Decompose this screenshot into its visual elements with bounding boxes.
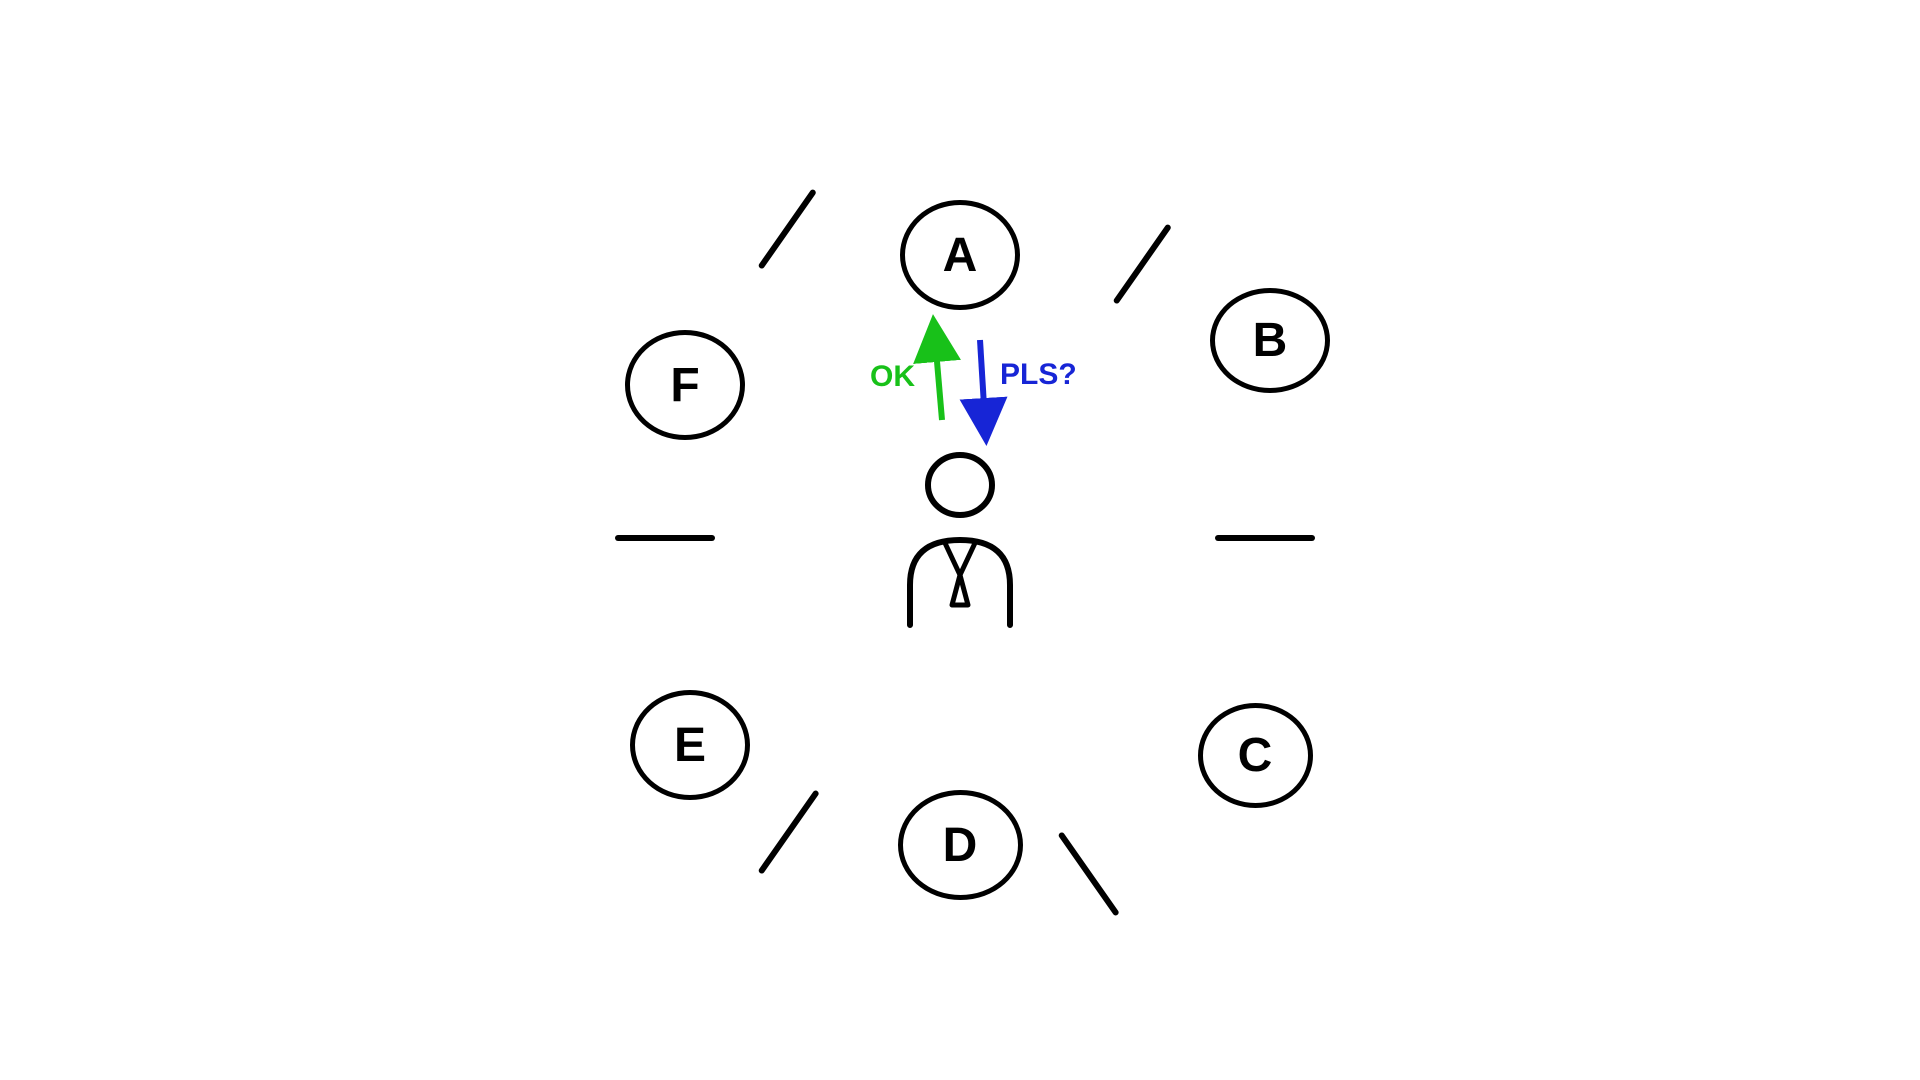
arrow-up [935, 338, 942, 420]
spoke-line [758, 789, 820, 874]
arrow-down-label: PLS? [1000, 358, 1077, 392]
spoke-line [1215, 535, 1315, 541]
node-label: E [674, 718, 706, 773]
node-e: E [630, 690, 750, 800]
arrow-up-label: OK [870, 360, 915, 394]
node-b: B [1210, 288, 1330, 393]
diagram-stage: OK PLS? A B C D E F [0, 0, 1920, 1080]
arrow-down [980, 340, 985, 422]
spoke-line [758, 188, 817, 269]
spoke-line [1113, 223, 1172, 304]
person-icon [890, 445, 1030, 640]
node-a: A [900, 200, 1020, 310]
node-f: F [625, 330, 745, 440]
node-label: C [1238, 728, 1273, 783]
node-d: D [898, 790, 1023, 900]
node-c: C [1198, 703, 1313, 808]
node-label: F [670, 358, 699, 413]
node-label: A [943, 228, 978, 283]
node-label: B [1253, 313, 1288, 368]
spoke-line [615, 535, 715, 541]
node-label: D [943, 818, 978, 873]
spoke-line [1058, 831, 1120, 916]
